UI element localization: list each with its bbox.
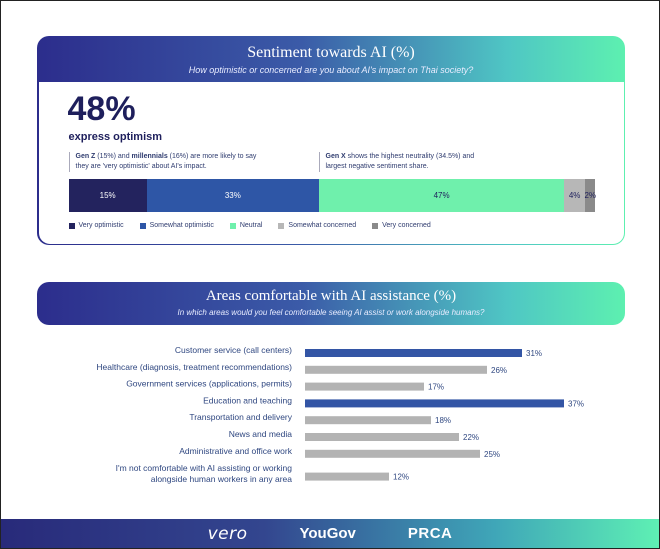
- bar-value-label: 31%: [526, 349, 542, 358]
- vero-logo: vero: [207, 523, 248, 544]
- note-genz: Gen Z (15%) and millennials (16%) are mo…: [68, 152, 269, 172]
- legend-label: Neutral: [239, 222, 263, 229]
- bar: [305, 472, 389, 481]
- category-label: News and media: [229, 429, 293, 439]
- category-label: Transportation and delivery: [189, 412, 292, 422]
- sentiment-legend: Very optimistic Somewhat optimistic Neutra…: [68, 222, 431, 229]
- category-label: Healthcare (diagnosis, treatment recomme…: [96, 362, 292, 372]
- bar-value-label: 17%: [428, 383, 444, 392]
- note-genx-bold1: Gen X: [325, 153, 346, 160]
- areas-subtitle: In which areas would you feel comfortabl…: [177, 308, 485, 317]
- bar: [305, 365, 487, 374]
- bar: [305, 416, 431, 425]
- note-genx-text1: shows the highest neutrality (34.5%) and…: [325, 153, 475, 170]
- category-label: Customer service (call centers): [175, 345, 292, 355]
- headline-value: 48%: [67, 90, 136, 128]
- headline-label: express optimism: [68, 131, 163, 143]
- note-genz-bold2: millennials: [131, 153, 168, 160]
- legend-swatch: [229, 222, 236, 229]
- bar-value-label: 25%: [484, 450, 500, 459]
- bar: [305, 382, 424, 391]
- legend-item: Very concerned: [372, 222, 431, 229]
- note-genz-bold1: Gen Z: [75, 153, 96, 160]
- legend-label: Somewhat concerned: [288, 222, 357, 229]
- bar: [305, 399, 564, 408]
- legend-label: Somewhat optimistic: [149, 222, 214, 229]
- sentiment-body: 48% express optimism Gen Z (15%) and mil…: [38, 82, 624, 244]
- areas-header: Areas comfortable with AI assistance (%)…: [37, 282, 625, 325]
- stack-segment-somewhat-concerned: 4%: [564, 179, 586, 212]
- stack-segment-label: 33%: [224, 191, 241, 200]
- bar: [305, 449, 480, 458]
- stack-segment-label: 2%: [584, 191, 597, 200]
- stack-segment-somewhat-optimistic: 33%: [146, 179, 319, 212]
- prca-logo: PRCA: [407, 525, 453, 542]
- category-label: alongside human workers in any area: [151, 474, 293, 484]
- stack-segment-label: 47%: [433, 191, 450, 200]
- legend-label: Very concerned: [382, 222, 431, 229]
- legend-item: Neutral: [229, 222, 263, 229]
- stack-segment-very-optimistic: 15%: [68, 179, 147, 212]
- legend-label: Very optimistic: [78, 222, 124, 229]
- legend-item: Somewhat optimistic: [139, 222, 214, 229]
- legend-swatch: [372, 222, 379, 229]
- note-genz-text2: (16%) are more likely to say they are 'v…: [75, 153, 257, 170]
- yougov-logo: YouGov: [299, 525, 356, 542]
- bar: [305, 349, 522, 357]
- category-label: Government services (applications, permi…: [126, 379, 292, 389]
- bar-value-label: 37%: [568, 399, 584, 408]
- note-genx: Gen X shows the highest neutrality (34.5…: [318, 152, 489, 172]
- category-label: I'm not comfortable with AI assisting or…: [116, 463, 293, 473]
- footer-logos: vero YouGov PRCA: [1, 519, 659, 548]
- category-label: Education and teaching: [203, 395, 292, 405]
- stack-segment-neutral: 47%: [318, 179, 565, 212]
- sentiment-stacked-bar: 15% 33% 47% 4% 2%: [68, 179, 597, 212]
- sentiment-header: Sentiment towards AI (%) How optimistic …: [39, 38, 624, 84]
- sentiment-subtitle: How optimistic or concerned are you abou…: [188, 64, 474, 75]
- bar-value-label: 22%: [463, 433, 479, 442]
- bar: [305, 433, 459, 441]
- bar-value-label: 12%: [393, 473, 409, 482]
- bar-value-label: 26%: [491, 366, 507, 375]
- legend-swatch: [278, 222, 285, 229]
- areas-bar-chart: Customer service (call centers) 31% Health…: [96, 345, 584, 484]
- stack-segment-very-concerned: 2%: [584, 179, 597, 212]
- sentiment-panel: Sentiment towards AI (%) How optimistic …: [37, 36, 625, 245]
- category-label: Administrative and office work: [179, 446, 293, 456]
- legend-item: Very optimistic: [68, 222, 124, 229]
- sentiment-title: Sentiment towards AI (%): [247, 43, 415, 61]
- stack-segment-label: 4%: [568, 191, 581, 200]
- bar-value-label: 18%: [435, 416, 451, 425]
- legend-swatch: [68, 222, 75, 229]
- areas-title: Areas comfortable with AI assistance (%): [205, 288, 457, 304]
- legend-item: Somewhat concerned: [278, 222, 356, 229]
- note-genz-text1: (15%) and: [95, 153, 132, 160]
- stack-segment-label: 15%: [99, 191, 116, 200]
- legend-swatch: [139, 222, 146, 229]
